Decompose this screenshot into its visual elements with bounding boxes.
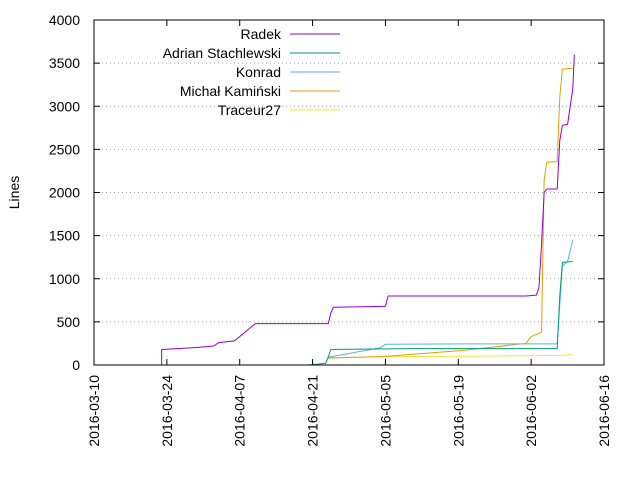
series-line-micha-kami-ski bbox=[328, 67, 573, 359]
series-line-konrad bbox=[328, 239, 574, 358]
y-tick-label: 0 bbox=[72, 357, 80, 373]
y-tick-label: 4000 bbox=[49, 12, 80, 28]
legend-label: Konrad bbox=[236, 64, 281, 80]
y-tick-label: 500 bbox=[57, 314, 81, 330]
series-line-adrian-stachlewski bbox=[307, 261, 573, 366]
series-lines bbox=[161, 54, 575, 366]
grid-lines bbox=[94, 62, 604, 323]
x-axis: 2016-03-10 2016-03-24 2016-04-07 2016-04-21… bbox=[86, 20, 612, 447]
x-tick-label: 2016-04-21 bbox=[305, 375, 321, 447]
legend-label: Radek bbox=[241, 26, 282, 42]
y-tick-label: 3000 bbox=[49, 98, 80, 114]
y-axis-title: Lines bbox=[6, 176, 22, 209]
series-line-radek bbox=[161, 54, 575, 365]
y-tick-label: 2000 bbox=[49, 185, 80, 201]
x-tick-label: 2016-03-10 bbox=[86, 375, 102, 447]
legend-label: Traceur27 bbox=[218, 102, 282, 118]
x-tick-label: 2016-06-16 bbox=[596, 375, 612, 447]
legend-label: Adrian Stachlewski bbox=[163, 45, 281, 61]
x-tick-label: 2016-06-02 bbox=[523, 375, 539, 447]
y-tick-label: 3500 bbox=[49, 55, 80, 71]
x-tick-label: 2016-03-24 bbox=[159, 375, 175, 447]
x-tick-label: 2016-05-05 bbox=[377, 375, 393, 447]
y-tick-label: 1500 bbox=[49, 228, 80, 244]
y-axis: 0 500 1000 1500 2000 2500 3000 3500 4000 bbox=[49, 12, 604, 373]
y-tick-label: 1000 bbox=[49, 271, 80, 287]
x-tick-label: 2016-05-19 bbox=[450, 375, 466, 447]
legend-label: Michał Kamiński bbox=[180, 83, 281, 99]
x-tick-label: 2016-04-07 bbox=[232, 375, 248, 447]
y-tick-label: 2500 bbox=[49, 141, 80, 157]
legend: Radek Adrian Stachlewski Konrad Michał Kami… bbox=[163, 26, 340, 118]
